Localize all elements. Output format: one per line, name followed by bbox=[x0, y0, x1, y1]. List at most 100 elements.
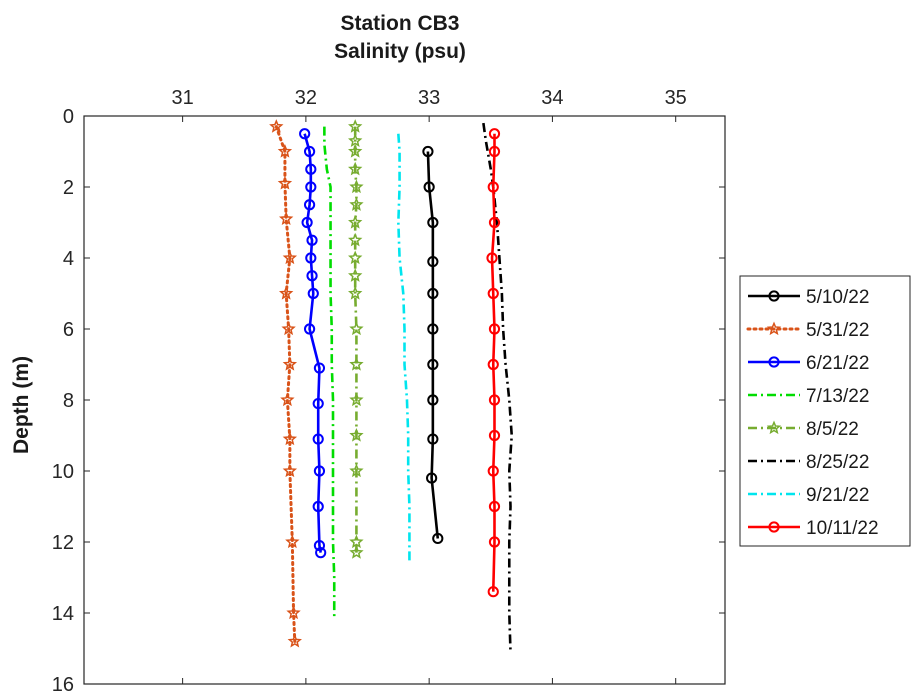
legend-item-1: 5/31/22 bbox=[746, 320, 869, 341]
data-point-7-3 bbox=[488, 216, 501, 229]
series-0 bbox=[422, 145, 444, 545]
data-point-2-13 bbox=[312, 433, 324, 445]
data-point-7-7 bbox=[487, 358, 499, 371]
y-axis-label: Depth (m) bbox=[10, 356, 33, 454]
data-point-0-3 bbox=[427, 255, 439, 268]
data-point-1-8 bbox=[280, 392, 295, 407]
legend-item-0: 5/10/22 bbox=[748, 287, 869, 308]
data-point-2-16 bbox=[313, 539, 326, 552]
data-point-7-10 bbox=[487, 465, 499, 477]
x-tick-label-2: 33 bbox=[418, 87, 440, 109]
legend-marker-1 bbox=[766, 321, 782, 336]
data-point-4-9 bbox=[348, 268, 363, 282]
data-point-7-13 bbox=[487, 586, 499, 598]
data-point-1-5 bbox=[278, 285, 294, 300]
data-point-2-8 bbox=[306, 270, 318, 282]
data-point-2-6 bbox=[306, 234, 318, 246]
y-tick-label-7: 14 bbox=[52, 603, 74, 625]
data-point-7-6 bbox=[488, 323, 501, 335]
data-point-1-9 bbox=[282, 431, 298, 446]
legend-label-3: 7/13/22 bbox=[806, 386, 869, 407]
data-point-0-9 bbox=[426, 472, 438, 484]
series-line-3 bbox=[323, 126, 336, 617]
data-point-4-8 bbox=[348, 250, 363, 265]
data-point-4-13 bbox=[349, 392, 364, 407]
data-point-7-8 bbox=[488, 394, 501, 406]
data-point-4-6 bbox=[348, 214, 363, 229]
data-point-4-1 bbox=[348, 133, 363, 147]
y-tick-label-1: 2 bbox=[63, 177, 74, 199]
data-point-2-4 bbox=[303, 199, 316, 211]
data-point-1-4 bbox=[282, 250, 298, 265]
data-point-2-3 bbox=[305, 181, 317, 193]
chart-title: Station CB3 bbox=[340, 12, 459, 35]
data-point-1-13 bbox=[287, 633, 302, 648]
data-point-2-17 bbox=[315, 547, 327, 559]
data-point-7-4 bbox=[486, 252, 498, 264]
data-point-1-11 bbox=[285, 534, 300, 549]
data-point-4-15 bbox=[349, 463, 364, 478]
data-point-7-2 bbox=[487, 181, 499, 193]
legend-item-6: 9/21/22 bbox=[748, 485, 869, 506]
legend-label-0: 5/10/22 bbox=[806, 287, 869, 308]
data-point-0-4 bbox=[427, 287, 439, 300]
data-point-7-0 bbox=[488, 128, 501, 140]
x-tick-label-1: 32 bbox=[295, 87, 317, 109]
data-point-0-1 bbox=[423, 181, 435, 193]
legend-marker-2 bbox=[768, 356, 780, 368]
legend-label-6: 9/21/22 bbox=[806, 485, 869, 506]
y-axis-ticks: 0 2 4 6 8 10 12 14 16 bbox=[52, 106, 725, 696]
data-point-4-11 bbox=[349, 321, 364, 336]
data-point-2-9 bbox=[307, 287, 319, 300]
data-point-7-5 bbox=[487, 287, 499, 300]
series-line-6 bbox=[397, 133, 411, 564]
data-point-2-10 bbox=[303, 323, 316, 335]
legend-label-5: 8/25/22 bbox=[806, 452, 869, 473]
series-line-7 bbox=[490, 133, 496, 592]
data-point-7-12 bbox=[488, 536, 501, 548]
legend: 5/10/22 5/31/22 6/21/22 7/13/22 8/5/22 8/25/2… bbox=[746, 287, 879, 539]
data-point-2-11 bbox=[313, 362, 326, 374]
data-point-4-14 bbox=[349, 427, 364, 442]
data-point-4-12 bbox=[349, 356, 364, 371]
data-point-2-1 bbox=[303, 145, 316, 158]
plot-area bbox=[83, 115, 726, 685]
data-point-7-1 bbox=[488, 145, 501, 158]
y-tick-label-0: 0 bbox=[63, 106, 74, 128]
data-point-2-0 bbox=[299, 128, 311, 140]
data-point-0-7 bbox=[427, 394, 439, 406]
data-point-2-15 bbox=[312, 500, 324, 513]
legend-item-4: 8/5/22 bbox=[748, 419, 859, 440]
legend-label-2: 6/21/22 bbox=[806, 353, 869, 374]
y-tick-label-3: 6 bbox=[63, 319, 74, 341]
series-3 bbox=[323, 126, 336, 617]
data-point-7-11 bbox=[488, 500, 501, 513]
data-point-4-2 bbox=[348, 143, 363, 158]
legend-item-7: 10/11/22 bbox=[748, 518, 879, 539]
x-axis-label: Salinity (psu) bbox=[334, 40, 466, 63]
series-line-4 bbox=[353, 126, 358, 553]
series-line-0 bbox=[426, 151, 440, 539]
legend-item-5: 8/25/22 bbox=[748, 452, 869, 473]
data-point-4-16 bbox=[349, 534, 364, 549]
legend-item-3: 7/13/22 bbox=[748, 386, 869, 407]
data-point-2-14 bbox=[313, 465, 326, 477]
y-tick-label-5: 10 bbox=[52, 461, 74, 483]
series-6 bbox=[397, 133, 411, 564]
data-point-1-10 bbox=[282, 463, 298, 478]
data-point-0-2 bbox=[427, 216, 439, 229]
series-1 bbox=[269, 119, 302, 648]
legend-marker-4 bbox=[766, 420, 782, 435]
legend-item-2: 6/21/22 bbox=[748, 353, 869, 374]
data-point-1-2 bbox=[277, 175, 293, 190]
data-point-2-12 bbox=[312, 397, 324, 410]
x-tick-label-3: 34 bbox=[541, 87, 563, 109]
data-point-4-7 bbox=[348, 232, 363, 247]
x-axis-ticks: 31 32 33 34 35 bbox=[171, 87, 687, 684]
y-tick-label-6: 12 bbox=[52, 532, 74, 554]
data-point-2-5 bbox=[301, 216, 313, 229]
data-point-0-6 bbox=[427, 358, 439, 371]
data-point-1-3 bbox=[278, 211, 294, 226]
series-2 bbox=[299, 128, 327, 559]
data-point-0-10 bbox=[432, 532, 444, 545]
